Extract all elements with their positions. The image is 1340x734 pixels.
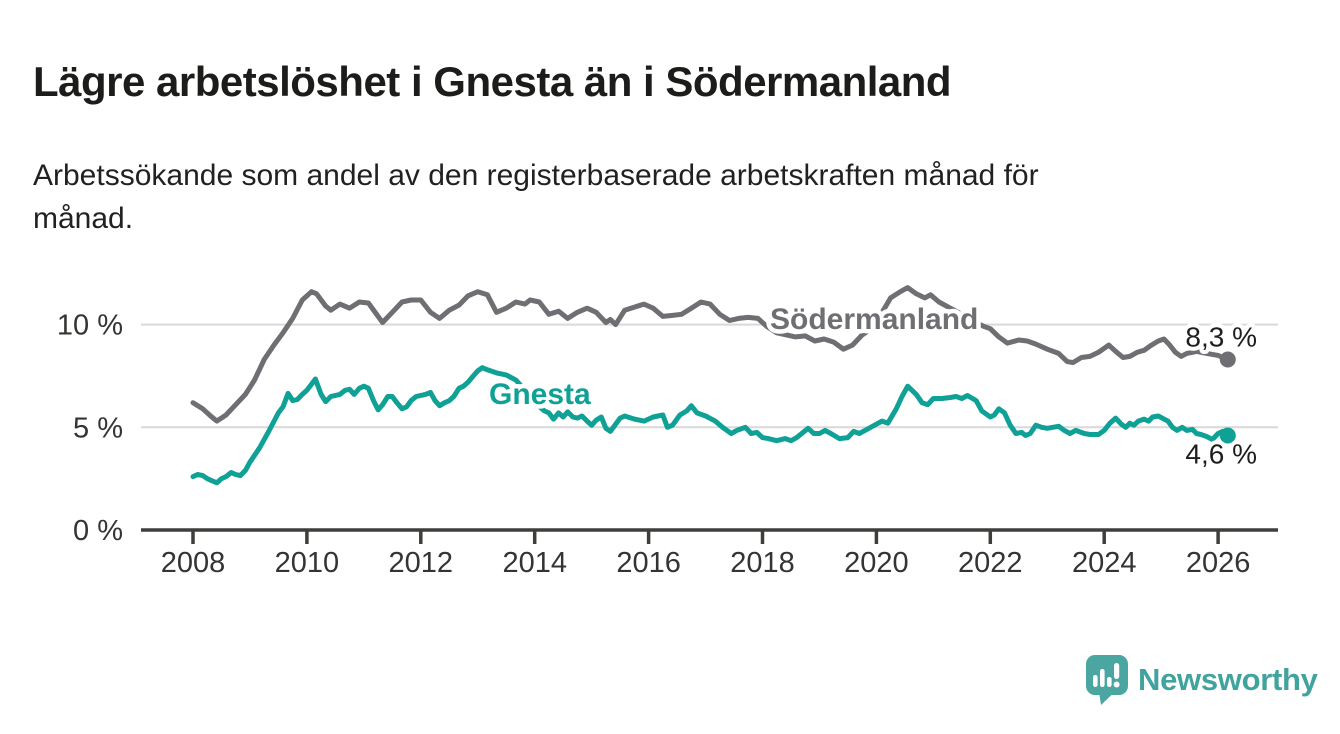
series-label-gnesta: Gnesta [489, 378, 591, 411]
x-tick-label: 2014 [502, 547, 567, 579]
x-tick-label: 2020 [844, 547, 909, 579]
x-tick-label: 2024 [1072, 547, 1137, 579]
series-label-södermanland: Södermanland [770, 303, 978, 336]
x-tick-label: 2018 [730, 547, 795, 579]
x-tick-label: 2012 [389, 547, 454, 579]
x-tick-label: 2022 [958, 547, 1023, 579]
subtitle-line-2: månad. [33, 202, 134, 235]
bar-chart-speech-bubble-icon [1086, 655, 1128, 705]
newsworthy-logo[interactable]: Newsworthy [1086, 655, 1318, 705]
series-line-gnesta [190, 365, 1231, 486]
logo-bars [1093, 663, 1120, 688]
page-subtitle: Arbetssökande som andel av den registerb… [33, 154, 1039, 240]
end-value-label-södermanland: 8,3 % [1185, 322, 1257, 353]
y-tick-label: 10 % [57, 310, 123, 342]
end-value-label-gnesta: 4,6 % [1185, 439, 1257, 470]
x-tick-label: 2016 [616, 547, 681, 579]
end-dot-gnesta [1219, 427, 1236, 444]
series-line-södermanland [190, 285, 1231, 424]
logo-text: Newsworthy [1138, 662, 1318, 697]
page-title: Lägre arbetslöshet i Gnesta än i Söderma… [33, 58, 952, 106]
x-tick-label: 2026 [1186, 547, 1251, 579]
x-tick-label: 2010 [275, 547, 340, 579]
y-tick-label: 5 % [73, 412, 123, 444]
subtitle-line-1: Arbetssökande som andel av den registerb… [33, 159, 1039, 192]
end-dot-södermanland [1219, 351, 1236, 368]
y-tick-label: 0 % [73, 515, 123, 547]
x-tick-label: 2008 [161, 547, 226, 579]
